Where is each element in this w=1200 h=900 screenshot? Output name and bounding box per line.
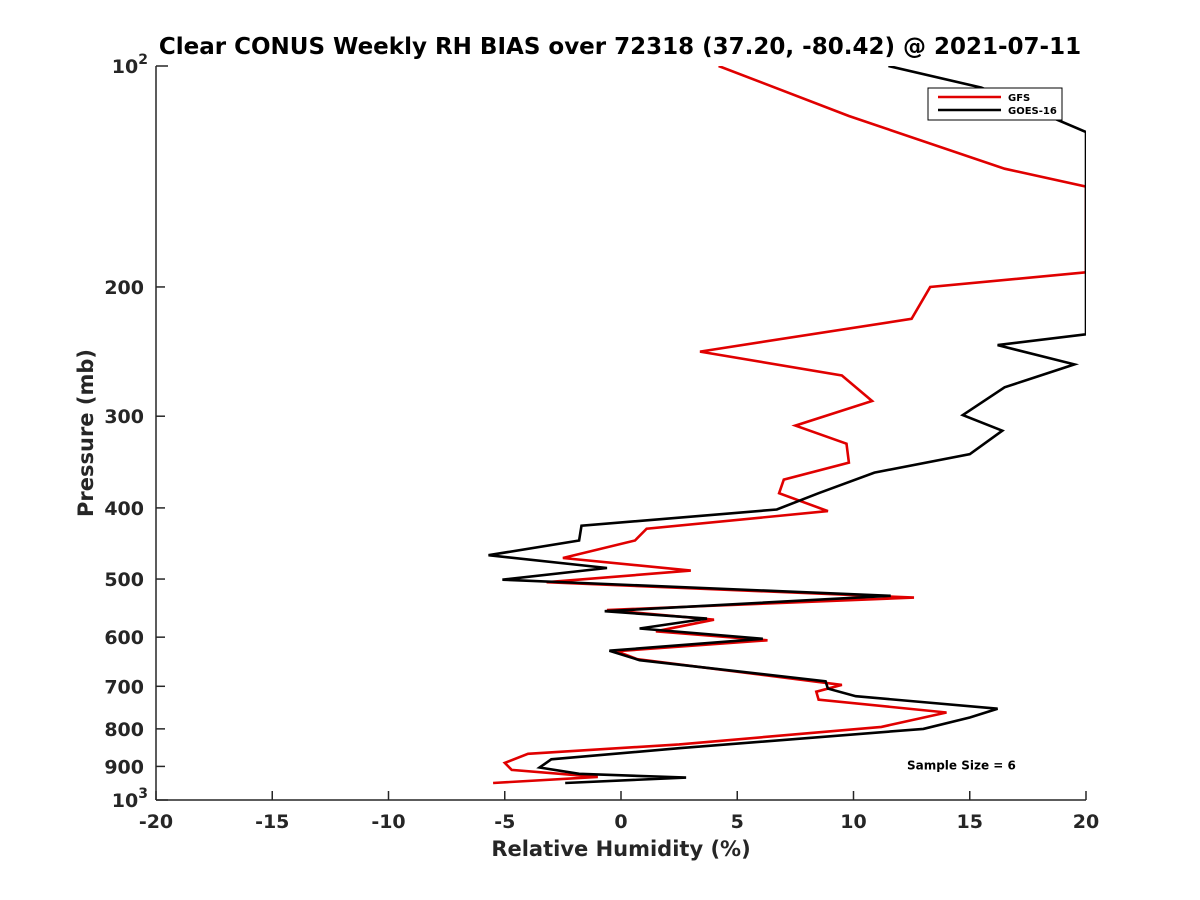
plot-area bbox=[488, 66, 1086, 785]
y-tick-label: 500 bbox=[104, 569, 144, 591]
legend-box bbox=[927, 87, 1063, 121]
x-tick-label: 15 bbox=[957, 811, 983, 833]
x-tick-label: 0 bbox=[614, 811, 627, 833]
y-decade-label: 102 bbox=[112, 52, 148, 78]
series-line-gfs bbox=[493, 66, 1086, 785]
annotations: Sample Size = 6 bbox=[907, 759, 1016, 773]
x-tick-label: 20 bbox=[1073, 811, 1099, 833]
y-tick-label: 700 bbox=[104, 676, 144, 698]
y-tick-label: 200 bbox=[104, 277, 144, 299]
y-tick-label: 400 bbox=[104, 498, 144, 520]
y-tick-label: 800 bbox=[104, 719, 144, 741]
legend: GFS GOES-16 bbox=[927, 87, 1063, 121]
legend-label-goes-16: GOES-16 bbox=[1008, 106, 1057, 117]
axes: -20 -15 -10 -5 0 5 10 15 20 200 300 400 500 600 700 800… bbox=[104, 52, 1099, 833]
chart-title: Clear CONUS Weekly RH BIAS over 72318 (3… bbox=[159, 34, 1081, 60]
legend-label-gfs: GFS bbox=[1008, 93, 1030, 104]
x-tick-label: -20 bbox=[139, 811, 173, 833]
x-tick-label: 10 bbox=[840, 811, 866, 833]
x-tick-label: 5 bbox=[731, 811, 744, 833]
x-axis-label: Relative Humidity (%) bbox=[491, 837, 750, 861]
series-line-goes-16 bbox=[488, 66, 1086, 785]
y-tick-label: 900 bbox=[104, 756, 144, 778]
sample-size-annotation: Sample Size = 6 bbox=[907, 759, 1016, 773]
y-tick-label: 600 bbox=[104, 627, 144, 649]
y-tick-label: 300 bbox=[104, 406, 144, 428]
y-decade-label: 103 bbox=[112, 786, 148, 812]
x-tick-label: -5 bbox=[494, 811, 515, 833]
x-tick-label: -10 bbox=[371, 811, 405, 833]
y-axis-label: Pressure (mb) bbox=[74, 349, 98, 517]
x-tick-label: -15 bbox=[255, 811, 289, 833]
